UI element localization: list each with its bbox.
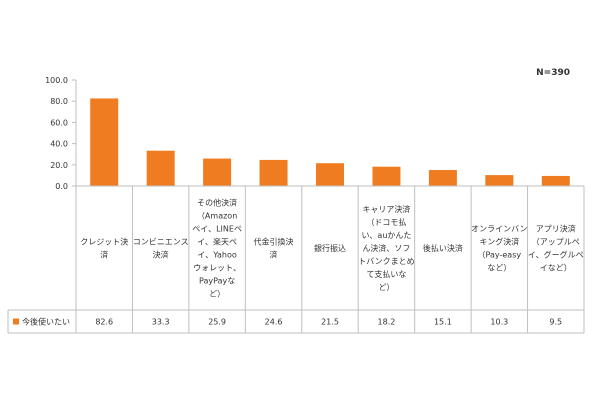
category-label: キャリア決済 （ドコモ払い、auかんたん決済、ソフトバンクまとめて支払いなど） <box>358 204 414 292</box>
bar <box>541 175 570 186</box>
category-label-line: ウォレット、 <box>193 264 241 273</box>
category-label-line: 代金引換決 <box>254 237 294 247</box>
category-label-line: 銀行振込 <box>314 243 346 253</box>
category-label-line: ん決済、ソフ <box>362 243 410 253</box>
bar <box>316 163 344 186</box>
category-label-line: キャリア決済 <box>362 204 410 214</box>
axis-layer: 0.0 20.0 40.0 60.0 80.0 100.0 <box>45 76 77 191</box>
bar <box>203 158 232 186</box>
y-tick-label: 60.0 <box>50 118 68 127</box>
category-label-line: イなど） <box>540 264 572 273</box>
category-label-line: その他決済 <box>197 198 237 208</box>
legend-label: 今後使いたい <box>22 317 70 327</box>
data-value-label: 82.6 <box>95 318 113 327</box>
category-label-line: など） <box>487 264 511 273</box>
category-label: アプリ決済 （アップルペイ、グーグルペイなど） <box>528 224 584 273</box>
y-tick-label: 20.0 <box>50 161 68 170</box>
bars-layer <box>90 98 570 186</box>
category-label-line: 後払い決済 <box>423 243 463 253</box>
category-label-line: アプリ決済 <box>536 224 576 234</box>
category-label-line: ど） <box>378 283 394 292</box>
bar <box>428 169 457 186</box>
bar <box>146 150 175 186</box>
category-label-line: イ、Yahoo <box>197 251 236 260</box>
y-tick-label: 40.0 <box>50 140 68 149</box>
data-value-label: 21.5 <box>321 318 339 327</box>
category-label-line: クレジット決 <box>80 237 128 247</box>
bar <box>485 175 514 186</box>
category-label-line: オンラインバン <box>471 225 527 234</box>
category-label: その他決済 （Amazon ペイ、LINEペイ、楽天ペイ、Yahoo ウォレット、 Pa… <box>192 198 242 299</box>
category-label-line: （Amazon <box>197 212 237 221</box>
category-label: クレジット決済 <box>80 237 128 260</box>
category-label-line: て支払いな <box>366 269 406 279</box>
y-tick-label: 100.0 <box>45 76 68 85</box>
bar <box>90 98 119 186</box>
data-value-label: 10.3 <box>490 318 508 327</box>
category-label: 銀行振込 <box>314 243 346 253</box>
y-tick-label: 80.0 <box>50 97 68 106</box>
data-value-label: 33.3 <box>152 318 170 327</box>
sample-size-label: N=390 <box>536 68 570 78</box>
category-label-line: （Pay-easy <box>478 251 522 260</box>
category-label-line: 済 <box>270 250 278 260</box>
y-tick-label: 0.0 <box>55 182 68 191</box>
category-label-line: 済 <box>100 250 108 260</box>
data-value-label: 25.9 <box>208 318 226 327</box>
category-label-line: （ドコモ払 <box>366 217 406 227</box>
category-label: オンラインバンキング決済 （Pay-easy など） <box>471 225 527 273</box>
bar <box>259 159 288 186</box>
data-value-label: 9.5 <box>549 318 562 327</box>
legend-swatch <box>13 318 19 325</box>
bar <box>372 166 401 186</box>
category-label: 代金引換決済 <box>254 237 294 260</box>
category-label-line: PayPayな <box>199 277 235 286</box>
data-value-label: 24.6 <box>265 318 283 327</box>
data-value-label: 15.1 <box>434 318 452 327</box>
category-label-line: ど） <box>209 290 225 299</box>
category-label-line: （アップルペ <box>532 238 580 247</box>
category-label-line: い、auかんた <box>361 231 411 240</box>
category-label: 後払い決済 <box>423 243 463 253</box>
data-value-label: 18.2 <box>378 318 396 327</box>
category-label-line: 決済 <box>153 250 169 260</box>
category-label-line: ペイ、LINEペ <box>192 225 242 234</box>
category-label: コンビニエンス決済 <box>133 238 189 260</box>
category-label-line: トバンクまとめ <box>358 257 414 266</box>
category-label-line: イ、グーグルペ <box>528 250 584 260</box>
category-label-line: コンビニエンス <box>133 238 189 247</box>
category-label-line: キング決済 <box>479 237 519 247</box>
category-label-line: イ、楽天ペ <box>197 237 237 247</box>
